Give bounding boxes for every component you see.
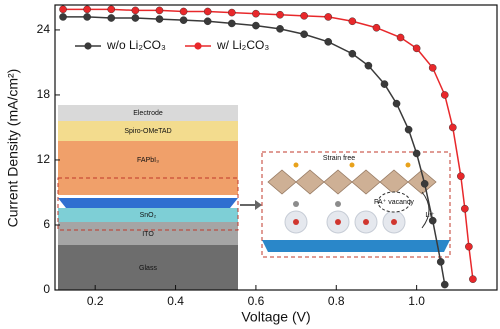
- vacancy-label: FA⁺ vacancy: [374, 199, 414, 206]
- data-point: [276, 25, 284, 33]
- data-point: [420, 180, 429, 188]
- legend-marker: [84, 42, 92, 50]
- data-point: [372, 23, 381, 32]
- atom: [335, 201, 341, 207]
- data-point: [392, 99, 401, 108]
- ion-label: Li⁺: [425, 212, 434, 219]
- data-point: [59, 13, 67, 21]
- layer: [58, 141, 238, 195]
- legend-label: w/ Li₂CO₃: [216, 38, 269, 52]
- atom: [293, 219, 299, 225]
- y-axis-label: Current Density (mA/cm²): [5, 69, 21, 228]
- data-point: [440, 91, 449, 99]
- data-point: [440, 280, 449, 289]
- data-point: [348, 17, 357, 26]
- data-point: [300, 12, 308, 20]
- x-axis-label: Voltage (V): [241, 309, 310, 325]
- arrow-head: [255, 200, 262, 210]
- data-point: [324, 38, 333, 46]
- data-point: [252, 9, 260, 18]
- octahedron: [267, 169, 297, 195]
- layer: [58, 245, 238, 290]
- y-tick-label: 12: [37, 152, 51, 166]
- data-point: [461, 204, 469, 213]
- data-point: [227, 8, 236, 17]
- octahedron: [351, 169, 381, 195]
- data-point: [83, 5, 91, 14]
- data-point: [428, 64, 437, 72]
- legend-label: w/o Li₂CO₃: [106, 38, 166, 52]
- atom: [363, 219, 369, 225]
- data-point: [203, 17, 212, 26]
- atom: [293, 162, 299, 168]
- data-point: [448, 123, 457, 132]
- zoom-box: [57, 177, 239, 231]
- data-point: [364, 61, 373, 70]
- layer: [58, 222, 238, 245]
- data-point: [155, 6, 164, 15]
- data-point: [131, 6, 140, 15]
- series-line: [63, 16, 446, 285]
- data-point: [324, 13, 333, 21]
- data-point: [276, 10, 284, 19]
- x-tick-label: 0.6: [248, 294, 265, 308]
- detail-title: Strain free: [323, 155, 355, 162]
- plot-frame: [54, 4, 498, 291]
- data-point: [380, 80, 389, 88]
- atom: [405, 162, 411, 168]
- data-point: [227, 19, 236, 28]
- layer-label: Electrode: [133, 110, 163, 117]
- octahedron: [295, 169, 325, 195]
- data-point: [412, 149, 421, 158]
- data-point: [396, 33, 405, 42]
- layer: [58, 105, 238, 121]
- data-point: [300, 30, 308, 39]
- data-point: [252, 21, 260, 30]
- legend-marker: [194, 42, 202, 50]
- data-point: [457, 172, 465, 181]
- vacancy-ring: [377, 191, 411, 213]
- x-tick-label: 1.0: [408, 294, 425, 308]
- data-point: [107, 5, 116, 14]
- y-tick-label: 6: [43, 217, 50, 231]
- x-tick-label: 0.2: [87, 294, 104, 308]
- layer-label: SnO₂: [140, 212, 157, 219]
- y-tick-label: 24: [37, 22, 51, 36]
- data-point: [348, 49, 357, 58]
- layer-label: FAPbI₃: [137, 157, 159, 164]
- data-point: [436, 258, 445, 266]
- layer: [58, 208, 238, 222]
- atom: [335, 219, 341, 225]
- data-point: [428, 216, 437, 225]
- data-point: [155, 15, 164, 23]
- data-point: [179, 16, 188, 24]
- data-point: [412, 44, 421, 53]
- atom: [293, 201, 299, 207]
- data-point: [203, 7, 212, 16]
- layer-label: ITO: [142, 231, 154, 238]
- data-point: [107, 14, 116, 22]
- data-point: [59, 5, 67, 14]
- layer-label: Glass: [139, 265, 157, 272]
- y-tick-label: 18: [37, 87, 51, 101]
- substrate: [262, 240, 450, 252]
- x-tick-label: 0.8: [328, 294, 345, 308]
- octahedron: [323, 169, 353, 195]
- layer: [58, 121, 238, 141]
- layer: [58, 198, 238, 208]
- atom: [391, 219, 397, 225]
- layer-label: Spiro-OMeTAD: [124, 128, 171, 135]
- data-point: [465, 242, 473, 251]
- atom: [349, 162, 355, 168]
- data-point: [83, 13, 91, 21]
- y-tick-label: 0: [43, 282, 50, 296]
- data-point: [404, 125, 413, 134]
- data-point: [131, 14, 140, 22]
- x-tick-label: 0.4: [167, 294, 184, 308]
- data-point: [469, 275, 477, 283]
- ion-path: [421, 191, 430, 229]
- inset: Strain free FA⁺ vacancy Li⁺ Electrode Sp…: [57, 105, 451, 290]
- data-point: [179, 7, 188, 16]
